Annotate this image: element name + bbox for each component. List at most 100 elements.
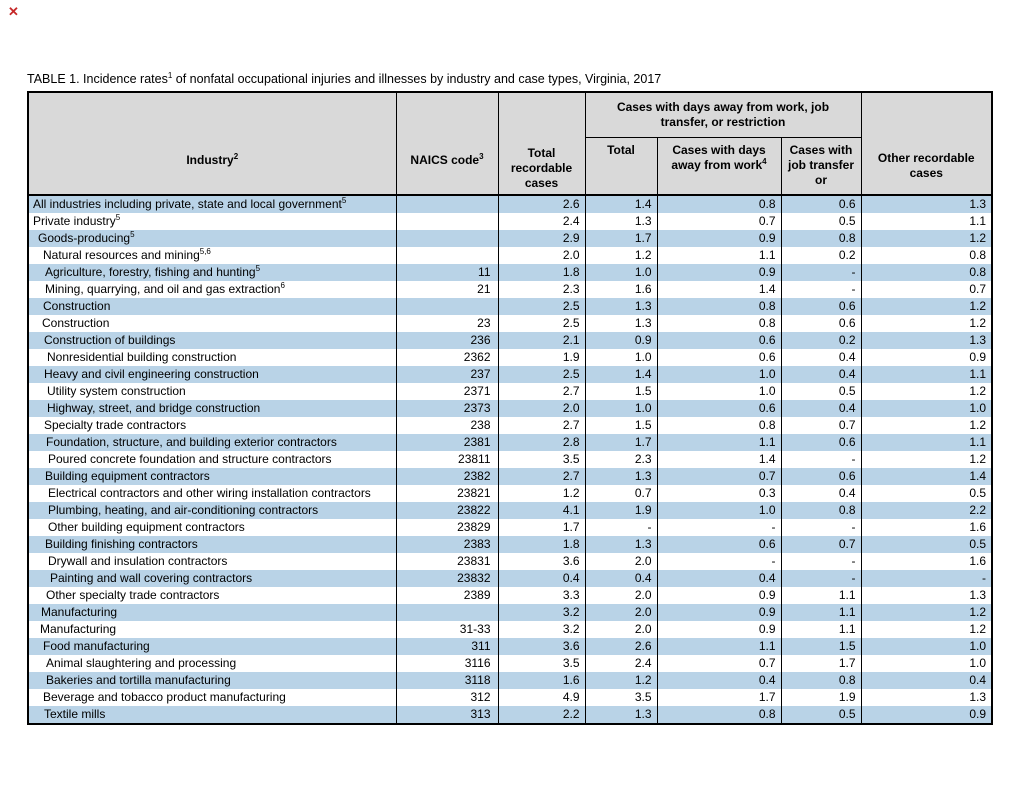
naics-cell — [395, 298, 499, 315]
naics-cell: 23811 — [395, 451, 499, 468]
value-cell-other-recordable: 1.1 — [860, 213, 993, 230]
table-title: TABLE 1. Incidence rates1 of nonfatal oc… — [27, 71, 661, 86]
table-row: Textile mills 313 2.2 1.3 0.8 0.5 0.9 — [27, 706, 993, 724]
table-row: Foundation, structure, and building exte… — [27, 434, 993, 451]
value-cell-other-recordable: 0.8 — [860, 247, 993, 264]
value-cell-other-recordable: 1.2 — [860, 383, 993, 400]
value-cell-days-away: 1.7 — [656, 689, 782, 706]
value-cell-other-recordable: 1.0 — [860, 655, 993, 672]
footnote-sup: 5 — [255, 264, 261, 273]
industry-cell: All industries including private, state … — [27, 195, 397, 213]
naics-cell — [395, 230, 499, 247]
industry-cell: Construction — [27, 315, 397, 332]
value-cell-dart-total: - — [584, 519, 658, 536]
table-row: Heavy and civil engineering construction… — [27, 366, 993, 383]
industry-label: Construction of buildings — [44, 333, 176, 347]
industry-cell: Foundation, structure, and building exte… — [27, 434, 397, 451]
value-cell-total-recordable: 3.6 — [497, 553, 586, 570]
value-cell-other-recordable: 1.2 — [860, 451, 993, 468]
industry-label: Painting and wall covering contractors — [50, 571, 253, 585]
table-header: Industry2 NAICS code3 Total recordable c… — [27, 91, 993, 196]
value-cell-days-away: 0.9 — [656, 621, 782, 638]
value-cell-dart-total: 0.9 — [584, 332, 658, 349]
value-cell-total-recordable: 2.4 — [497, 213, 586, 230]
industry-cell: Construction — [27, 298, 397, 315]
table-row: Food manufacturing 311 3.6 2.6 1.1 1.5 1… — [27, 638, 993, 655]
value-cell-total-recordable: 3.6 — [497, 638, 586, 655]
industry-label: Electrical contractors and other wiring … — [48, 486, 371, 500]
value-cell-job-transfer: - — [780, 451, 862, 468]
value-cell-days-away: 1.4 — [656, 281, 782, 298]
industry-label: Highway, street, and bridge construction — [47, 401, 261, 415]
naics-cell: 23 — [395, 315, 499, 332]
value-cell-days-away: 0.7 — [656, 468, 782, 485]
value-cell-other-recordable: 0.8 — [860, 264, 993, 281]
value-cell-job-transfer: 0.4 — [780, 349, 862, 366]
value-cell-days-away: 0.7 — [656, 655, 782, 672]
naics-cell: 3116 — [395, 655, 499, 672]
industry-cell: Poured concrete foundation and structure… — [27, 451, 397, 468]
table-row: Agriculture, forestry, fishing and hunti… — [27, 264, 993, 281]
value-cell-job-transfer: 0.2 — [780, 247, 862, 264]
naics-cell: 3118 — [395, 672, 499, 689]
value-cell-total-recordable: 2.7 — [497, 468, 586, 485]
naics-cell: 312 — [395, 689, 499, 706]
naics-cell: 2381 — [395, 434, 499, 451]
naics-cell — [395, 195, 499, 213]
value-cell-total-recordable: 1.7 — [497, 519, 586, 536]
industry-cell: Mining, quarrying, and oil and gas extra… — [27, 281, 397, 298]
industry-cell: Electrical contractors and other wiring … — [27, 485, 397, 502]
industry-label: Construction — [42, 316, 110, 330]
table-row: Mining, quarrying, and oil and gas extra… — [27, 281, 993, 298]
value-cell-dart-total: 1.2 — [584, 672, 658, 689]
industry-cell: Other specialty trade contractors — [27, 587, 397, 604]
industry-cell: Building finishing contractors — [27, 536, 397, 553]
value-cell-total-recordable: 2.5 — [497, 366, 586, 383]
industry-label: Agriculture, forestry, fishing and hunti… — [45, 265, 256, 279]
value-cell-job-transfer: 0.4 — [780, 400, 862, 417]
table-row: Animal slaughtering and processing 3116 … — [27, 655, 993, 672]
table-row: Building equipment contractors 2382 2.7 … — [27, 468, 993, 485]
value-cell-days-away: 0.3 — [656, 485, 782, 502]
industry-cell: Food manufacturing — [27, 638, 397, 655]
value-cell-dart-total: 1.3 — [584, 298, 658, 315]
value-cell-other-recordable: 1.3 — [860, 587, 993, 604]
table-row: Electrical contractors and other wiring … — [27, 485, 993, 502]
industry-cell: Utility system construction — [27, 383, 397, 400]
value-cell-other-recordable: 1.2 — [860, 604, 993, 621]
footnote-sup: 5 — [130, 230, 135, 239]
value-cell-job-transfer: 0.4 — [780, 485, 862, 502]
industry-label: Heavy and civil engineering construction — [44, 367, 259, 381]
value-cell-other-recordable: 0.5 — [860, 485, 993, 502]
col-header-other-recordable: Other recordable cases — [860, 91, 993, 196]
value-cell-dart-total: 1.0 — [584, 264, 658, 281]
industry-label: All industries including private, state … — [33, 197, 342, 211]
table-row: Painting and wall covering contractors 2… — [27, 570, 993, 587]
value-cell-total-recordable: 2.2 — [497, 706, 586, 724]
value-cell-dart-total: 2.0 — [584, 604, 658, 621]
value-cell-job-transfer: 1.1 — [780, 621, 862, 638]
value-cell-job-transfer: 0.7 — [780, 536, 862, 553]
table-row: All industries including private, state … — [27, 195, 993, 213]
value-cell-job-transfer: 0.4 — [780, 366, 862, 383]
col-header-days-away-label: Cases with days away from work — [671, 143, 766, 172]
value-cell-total-recordable: 2.0 — [497, 400, 586, 417]
industry-label: Utility system construction — [47, 384, 186, 398]
value-cell-dart-total: 1.5 — [584, 383, 658, 400]
value-cell-other-recordable: 1.3 — [860, 195, 993, 213]
industry-cell: Other building equipment contractors — [27, 519, 397, 536]
value-cell-job-transfer: 1.1 — [780, 587, 862, 604]
industry-label: Manufacturing — [41, 605, 118, 619]
value-cell-other-recordable: 1.3 — [860, 332, 993, 349]
value-cell-job-transfer: 0.7 — [780, 417, 862, 434]
table-row: Drywall and insulation contractors 23831… — [27, 553, 993, 570]
value-cell-job-transfer: 0.6 — [780, 298, 862, 315]
naics-cell: 311 — [395, 638, 499, 655]
table-row: Highway, street, and bridge construction… — [27, 400, 993, 417]
value-cell-dart-total: 1.3 — [584, 468, 658, 485]
value-cell-job-transfer: 0.8 — [780, 230, 862, 247]
industry-cell: Construction of buildings — [27, 332, 397, 349]
value-cell-other-recordable: 1.2 — [860, 621, 993, 638]
value-cell-dart-total: 2.6 — [584, 638, 658, 655]
